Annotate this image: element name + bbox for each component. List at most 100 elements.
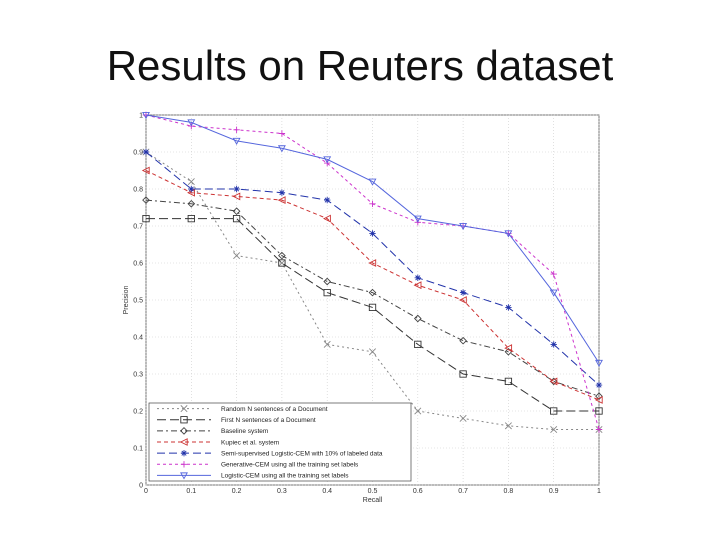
- data-point: [504, 230, 513, 238]
- data-point: [413, 215, 422, 223]
- y-tick-label: 0.7: [133, 224, 143, 231]
- data-point: [368, 259, 377, 267]
- legend-marker: [180, 449, 188, 457]
- data-point: [550, 341, 557, 348]
- legend-entry: Baseline system: [157, 427, 268, 435]
- data-point: [142, 148, 150, 156]
- data-point: [505, 304, 512, 311]
- series-2: [142, 214, 603, 415]
- y-tick-labels: 0 0.1 0.2 0.3 0.4 0.5 0.6 0.7 0.8 0.9 1: [133, 113, 143, 490]
- data-point: [550, 425, 558, 434]
- y-tick-label: 0.2: [133, 409, 143, 416]
- data-point: [142, 214, 150, 223]
- data-point: [595, 381, 603, 389]
- series-line: [145, 170, 600, 401]
- data-point: [595, 426, 603, 433]
- legend-marker: [180, 405, 188, 413]
- legend-label: First N sentences of a Document: [221, 417, 316, 424]
- legend-label: Logistic-CEM using all the training set …: [221, 473, 349, 480]
- data-point: [142, 196, 150, 204]
- data-point: [369, 230, 376, 237]
- legend: Random N sentences of a Document First N …: [148, 402, 412, 482]
- x-tick-label: 0.9: [549, 488, 559, 495]
- legend-marker: [179, 438, 188, 446]
- data-point: [459, 289, 467, 296]
- legend-entry: First N sentences of a Document: [157, 416, 316, 424]
- data-point: [459, 222, 468, 231]
- y-tick-label: 0: [139, 483, 143, 490]
- legend-label: Baseline system: [221, 428, 268, 435]
- data-point: [277, 145, 286, 153]
- legend-label: Semi-supervised Logistic-CEM with 10% of…: [221, 450, 383, 457]
- y-tick-label: 0.3: [133, 372, 143, 379]
- x-tick-label: 0: [144, 488, 148, 495]
- data-point: [324, 196, 331, 204]
- data-point: [414, 274, 421, 281]
- data-point: [187, 214, 195, 223]
- data-point: [413, 281, 422, 290]
- data-point: [594, 395, 603, 404]
- x-tick-label: 0.5: [368, 488, 378, 495]
- data-point: [232, 207, 241, 216]
- data-point: [278, 189, 286, 196]
- x-tick-label: 0.2: [232, 488, 242, 495]
- data-point: [323, 277, 332, 286]
- data-point: [459, 336, 467, 345]
- data-point: [595, 392, 603, 401]
- legend-entry: Kupiec et al. system: [157, 438, 279, 446]
- y-tick-label: 0.8: [133, 187, 143, 194]
- y-tick-label: 0.6: [133, 261, 143, 268]
- data-point: [187, 199, 196, 208]
- data-point: [504, 422, 512, 430]
- data-point: [232, 192, 241, 201]
- series-line: [145, 114, 600, 364]
- legend-marker: [180, 416, 188, 424]
- legend-marker: [180, 427, 188, 435]
- data-point: [322, 214, 331, 223]
- data-point: [323, 340, 331, 348]
- x-tick-label: 0.6: [413, 488, 423, 495]
- data-point: [368, 348, 377, 356]
- legend-label: Generative-CEM using all the training se…: [221, 462, 359, 469]
- data-point: [278, 259, 286, 267]
- series-3: [142, 196, 603, 401]
- x-tick-label: 0.3: [277, 488, 287, 495]
- x-tick-label: 0.4: [322, 488, 332, 495]
- x-tick-label: 0.7: [458, 488, 468, 495]
- x-tick-label: 0.1: [186, 488, 196, 495]
- y-tick-label: 0.4: [133, 335, 143, 342]
- legend-entry: Random N sentences of a Document: [157, 405, 328, 413]
- y-axis-label: Precision: [123, 286, 130, 315]
- y-tick-label: 1: [139, 113, 143, 120]
- data-point: [550, 407, 558, 415]
- series-line: [145, 151, 600, 386]
- data-point: [323, 156, 332, 164]
- data-point: [141, 166, 150, 175]
- data-point: [595, 407, 603, 415]
- data-point: [233, 252, 241, 260]
- data-point: [233, 185, 240, 193]
- data-point: [549, 377, 558, 386]
- data-point: [550, 270, 557, 278]
- data-point: [278, 130, 286, 137]
- series-layer: [141, 111, 603, 434]
- x-tick-label: 1: [597, 488, 601, 495]
- data-point: [142, 111, 150, 120]
- slide-title: Results on Reuters dataset: [106, 42, 614, 89]
- data-point: [187, 178, 195, 186]
- data-point: [595, 359, 603, 368]
- data-point: [277, 196, 286, 205]
- y-tick-label: 0.9: [133, 150, 143, 157]
- data-point: [504, 344, 513, 353]
- x-tick-label: 0.8: [504, 488, 514, 495]
- legend-entry: Generative-CEM using all the training se…: [157, 461, 359, 469]
- data-point: [369, 200, 376, 207]
- data-point: [323, 288, 331, 297]
- data-point: [458, 296, 467, 304]
- legend-marker: [180, 472, 188, 480]
- data-point: [504, 377, 513, 386]
- series-line: [146, 218, 599, 412]
- legend-marker: [180, 461, 188, 468]
- y-tick-label: 0.1: [133, 446, 143, 453]
- series-4: [141, 166, 603, 404]
